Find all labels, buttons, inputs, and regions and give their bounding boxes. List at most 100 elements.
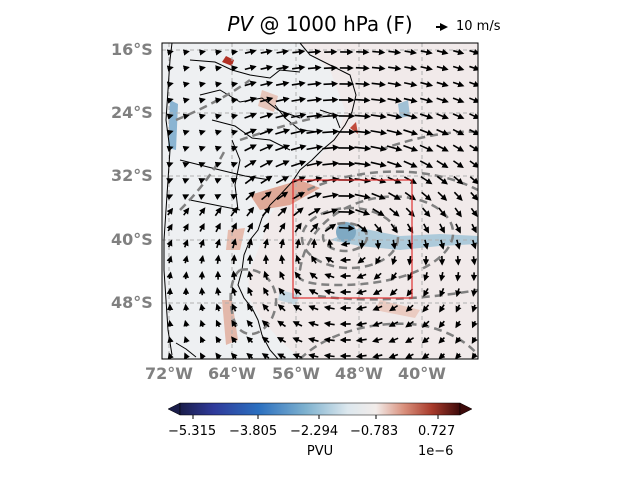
wind-vector: [295, 254, 302, 264]
wind-vector: [470, 239, 477, 250]
wind-vector: [323, 352, 335, 359]
wind-vector: [390, 272, 398, 281]
wind-vector: [166, 239, 173, 248]
wind-vector: [260, 64, 273, 71]
wind-vector: [246, 303, 254, 312]
wind-vector: [355, 96, 371, 104]
wind-vector: [404, 65, 418, 72]
wind-vector: [436, 175, 448, 185]
wind-vector: [214, 194, 222, 200]
wind-vector: [469, 97, 478, 104]
wind-vector: [308, 289, 319, 296]
wind-vector: [371, 192, 386, 200]
wind-vector: [469, 48, 478, 56]
wind-vector: [230, 161, 238, 168]
wind-vector: [470, 207, 478, 218]
wind-vector: [355, 336, 367, 344]
wind-vector: [166, 207, 174, 216]
wind-vector: [436, 81, 449, 88]
wind-vector: [355, 304, 367, 312]
wind-vector: [322, 208, 339, 215]
wind-vector: [198, 207, 206, 216]
title-level: @ 1000 hPa (F): [253, 12, 413, 36]
wind-vector: [247, 286, 254, 296]
wind-vector: [308, 305, 319, 312]
wind-vector: [246, 336, 254, 344]
wind-vector: [404, 48, 417, 56]
wind-vector: [388, 320, 399, 327]
wind-vector: [292, 48, 306, 56]
wind-vector: [388, 336, 399, 343]
colorbar: [167, 402, 473, 419]
wind-vector: [436, 97, 449, 104]
wind-vector: [307, 80, 322, 88]
wind-vector: [419, 144, 434, 152]
wind-vector: [291, 112, 307, 119]
wind-vector: [198, 161, 206, 168]
wind-vector: [245, 191, 256, 201]
wind-vector: [244, 80, 257, 87]
wind-vector: [275, 128, 291, 135]
wind-vector: [244, 144, 257, 152]
wind-vector: [372, 208, 385, 217]
wind-vector: [260, 48, 273, 56]
wind-vector: [469, 81, 478, 88]
wind-vector: [358, 240, 366, 250]
wind-vector: [214, 206, 222, 217]
wind-vector: [453, 48, 465, 56]
wind-vector: [469, 160, 478, 168]
wind-vector: [182, 223, 189, 232]
wind-vector: [294, 238, 302, 249]
wind-vector: [386, 129, 403, 136]
wind-vector: [231, 303, 238, 312]
wind-vector: [291, 80, 306, 87]
wind-vector: [278, 238, 285, 249]
wind-vector: [275, 144, 291, 152]
wind-vector: [372, 289, 383, 295]
wind-vector: [198, 287, 206, 296]
wind-vector: [323, 288, 335, 296]
lon-label-72w: 72°W: [145, 364, 193, 383]
wind-vector: [214, 238, 221, 249]
wind-vector: [438, 207, 447, 218]
wind-vector: [454, 207, 462, 218]
wind-vector: [438, 352, 446, 359]
wind-vector: [452, 160, 464, 169]
wind-vector: [199, 352, 206, 359]
wind-vector: [405, 304, 414, 312]
wind-vector: [322, 128, 340, 135]
wind-vector: [306, 144, 323, 151]
wind-vector: [261, 206, 271, 217]
wind-vector: [471, 304, 478, 313]
wind-vector: [215, 336, 222, 344]
wind-vector: [293, 207, 304, 217]
reference-vector-label: 10 m/s: [456, 19, 501, 34]
wind-vector: [370, 145, 387, 152]
lat-label-48s: 48°S: [111, 293, 153, 312]
wind-vector: [452, 65, 465, 72]
wind-vector: [290, 160, 307, 167]
wind-vector: [231, 81, 239, 88]
wind-vector: [403, 129, 419, 136]
wind-vector: [182, 178, 190, 184]
wind-vector: [275, 176, 290, 184]
wind-vector: [259, 160, 274, 168]
wind-vector: [439, 288, 446, 298]
wind-vector: [167, 352, 174, 359]
wind-vector: [471, 336, 478, 344]
wind-vector: [309, 272, 318, 280]
wind-vector: [454, 239, 461, 250]
wind-vector: [355, 209, 371, 216]
wind-vector: [275, 80, 290, 87]
lat-label-24s: 24°S: [111, 103, 153, 122]
wind-vector: [370, 161, 387, 168]
wind-vector: [199, 65, 206, 72]
wind-vector: [389, 288, 398, 296]
wind-vector: [374, 239, 382, 250]
wind-vector: [453, 191, 463, 201]
region-box: [292, 179, 413, 299]
wind-vector: [403, 144, 419, 152]
wind-vector: [260, 175, 273, 185]
wind-vector: [214, 129, 222, 136]
